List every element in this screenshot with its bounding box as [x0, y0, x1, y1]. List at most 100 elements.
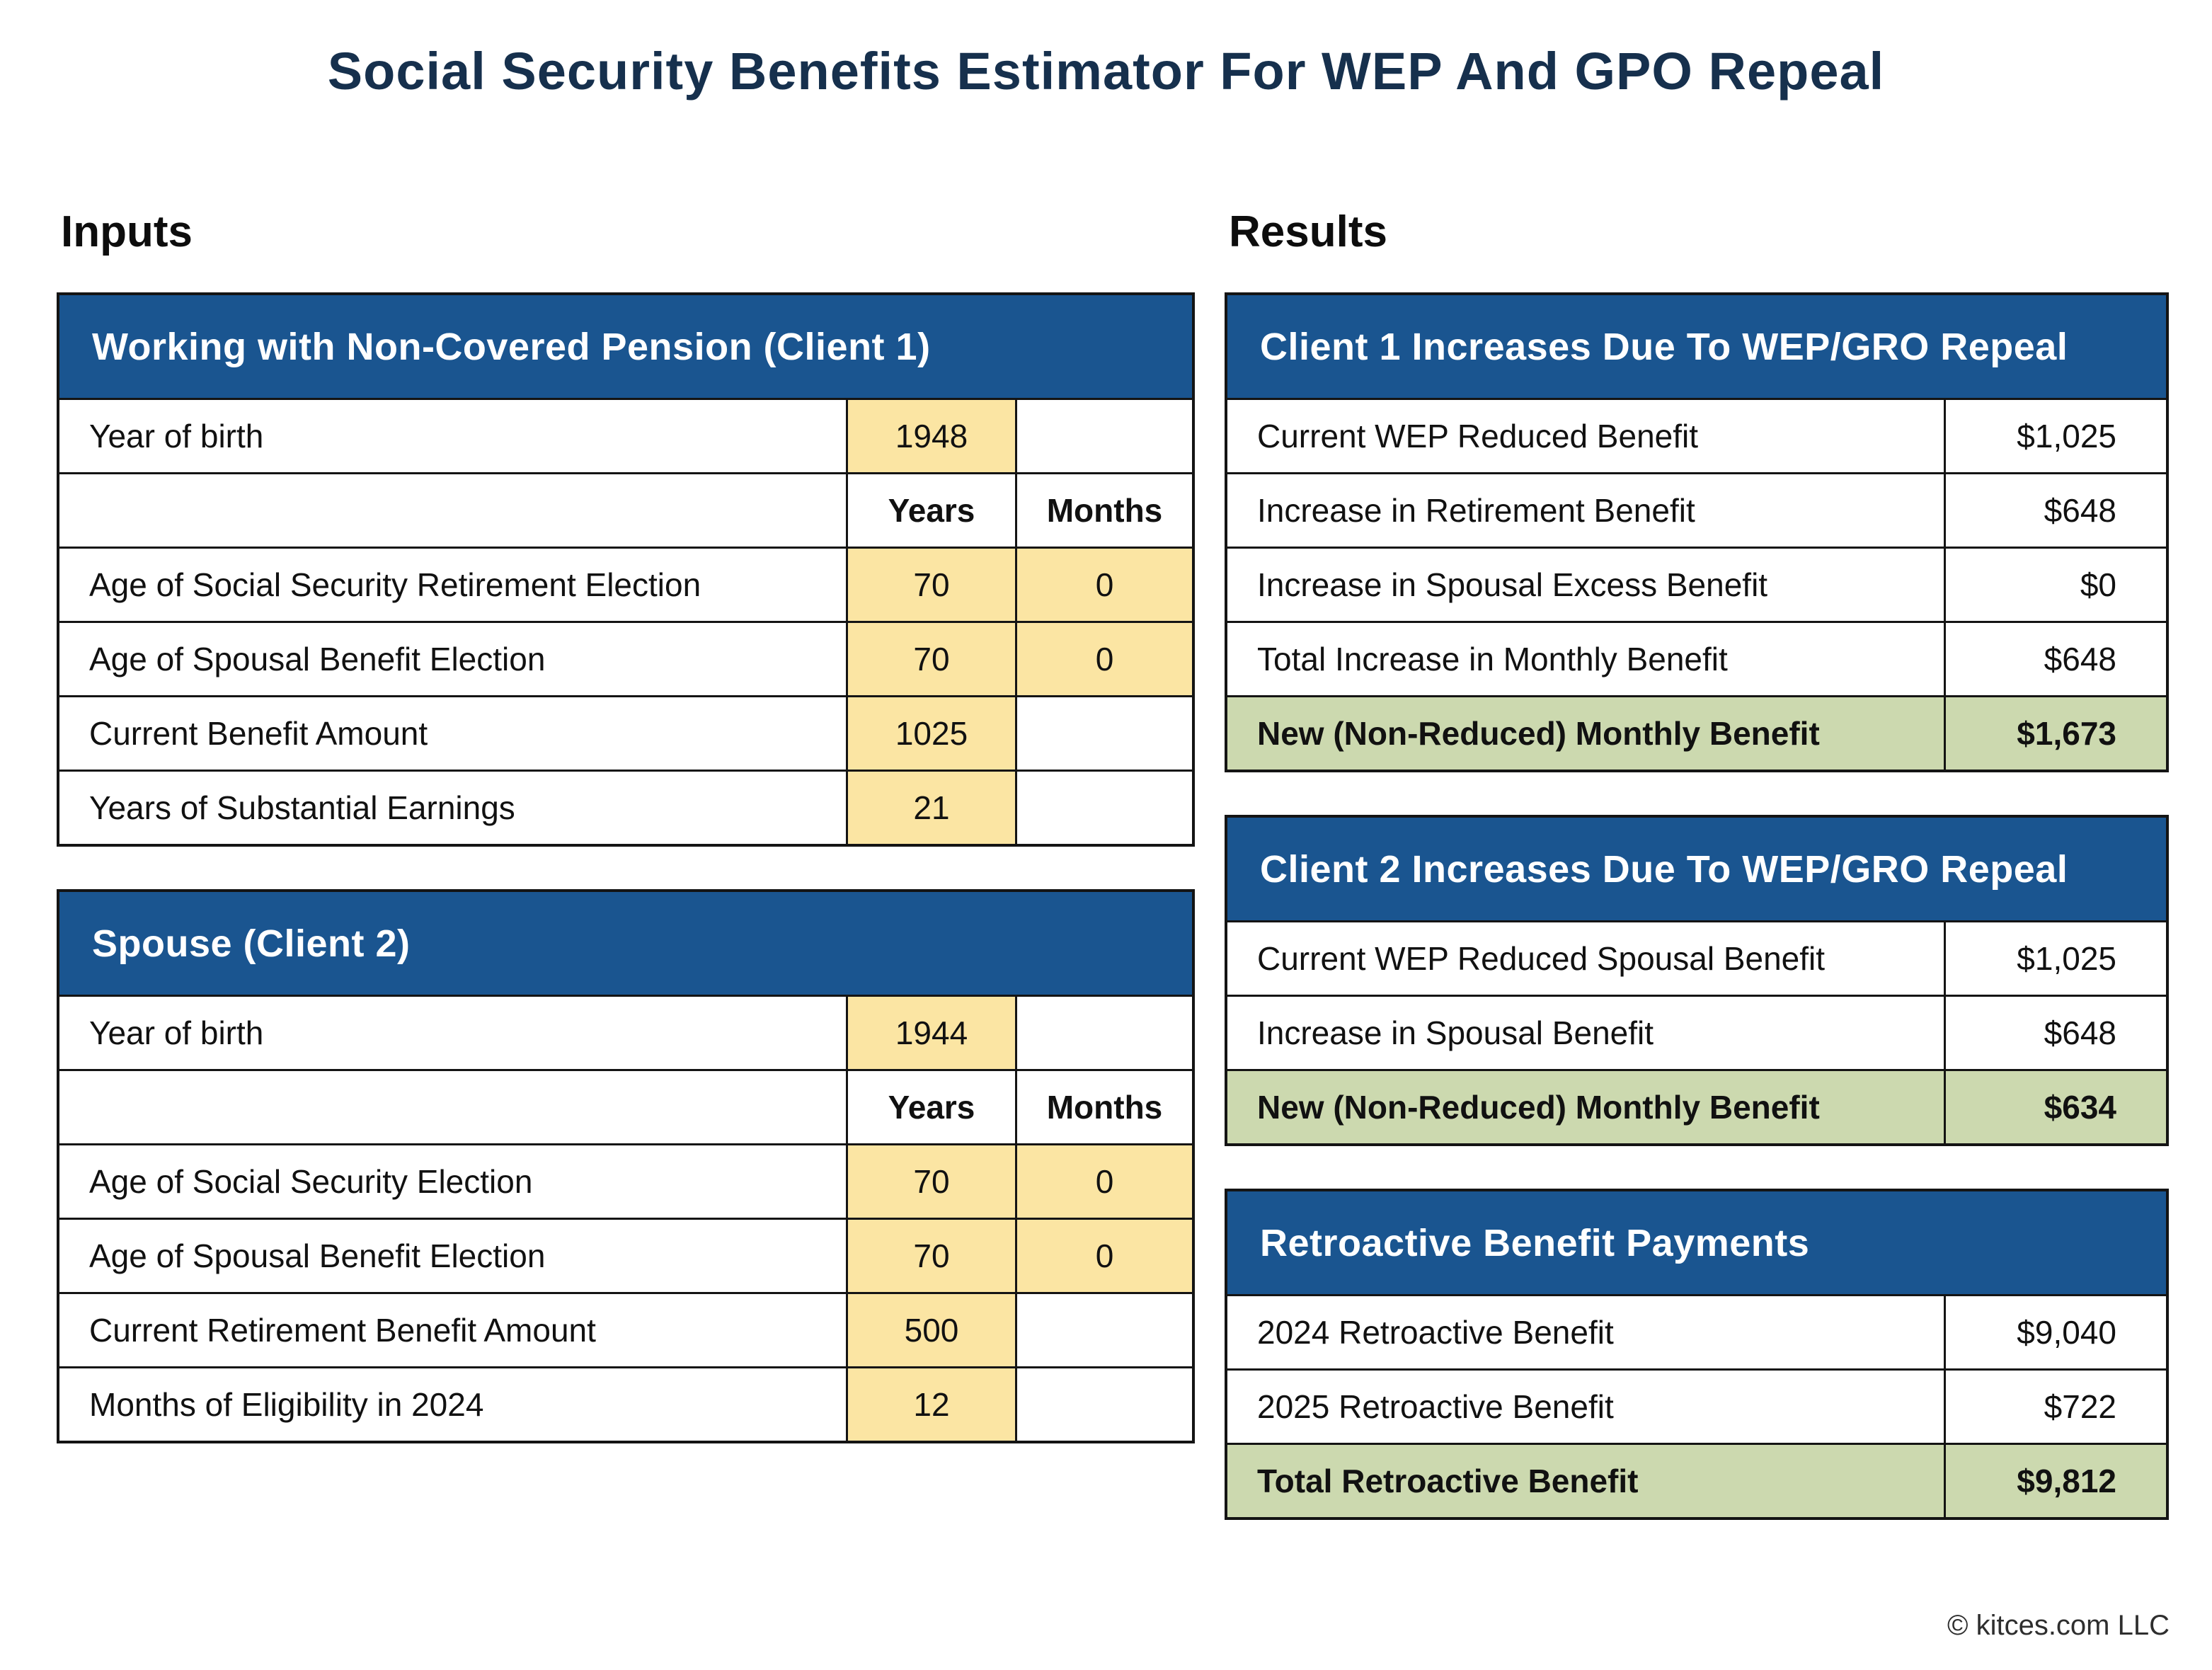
- total-row-value: $1,673: [1944, 697, 2166, 770]
- row-label: Current Retirement Benefit Amount: [89, 1312, 596, 1349]
- input-cell-months-of-eligibility-2024[interactable]: 12: [846, 1368, 1015, 1441]
- input-table-client1-header-label: Working with Non-Covered Pension (Client…: [92, 325, 931, 368]
- input-cell-spousal-benefit-election-years[interactable]: 70: [846, 623, 1015, 696]
- empty-cell: [1015, 997, 1192, 1070]
- table-row-spousal-benefit-election: Age of Spousal Benefit Election 70 0: [59, 621, 1192, 696]
- table-row-current-benefit-amount: Current Benefit Amount 1025: [59, 695, 1192, 770]
- table-row-current-retirement-benefit-amount: Current Retirement Benefit Amount 500: [59, 1292, 1192, 1367]
- results-table-retroactive-header-label: Retroactive Benefit Payments: [1260, 1221, 1810, 1264]
- row-label: Current Benefit Amount: [89, 715, 428, 753]
- row-label: Year of birth: [89, 1014, 264, 1052]
- inputs-column: Inputs Working with Non-Covered Pension …: [57, 207, 1195, 1444]
- results-table-client1-header: Client 1 Increases Due To WEP/GRO Repeal: [1227, 295, 2166, 399]
- input-cell-spouse-spousal-election-months[interactable]: 0: [1015, 1220, 1192, 1293]
- row-label: Age of Social Security Election: [89, 1163, 533, 1201]
- row-label: Age of Social Security Retirement Electi…: [89, 566, 701, 604]
- input-cell-ss-election-years[interactable]: 70: [846, 1145, 1015, 1218]
- empty-cell: [1015, 1294, 1192, 1367]
- row-label: Age of Spousal Benefit Election: [89, 641, 546, 678]
- empty-cell: [1015, 1368, 1192, 1441]
- row-label: Total Increase in Monthly Benefit: [1257, 641, 1728, 678]
- months-column-header: Months: [1015, 1071, 1192, 1144]
- years-column-header: Years: [846, 1071, 1015, 1144]
- copyright: © kitces.com LLC: [1947, 1610, 2170, 1641]
- input-cell-ss-retirement-election-years[interactable]: 70: [846, 549, 1015, 622]
- table-row-total-increase-monthly-benefit: Total Increase in Monthly Benefit $648: [1227, 621, 2166, 696]
- months-column-header: Months: [1015, 474, 1192, 547]
- empty-cell: [59, 474, 846, 547]
- input-cell-spouse-spousal-election-years[interactable]: 70: [846, 1220, 1015, 1293]
- total-row-label: Total Retroactive Benefit: [1227, 1445, 1944, 1518]
- result-value: $1,025: [1944, 922, 2166, 995]
- input-cell-spouse-year-of-birth[interactable]: 1944: [846, 997, 1015, 1070]
- table-row-ss-retirement-election: Age of Social Security Retirement Electi…: [59, 547, 1192, 622]
- result-value: $648: [1944, 474, 2166, 547]
- result-value: $648: [1944, 997, 2166, 1070]
- table-row-2025-retroactive-benefit: 2025 Retroactive Benefit $722: [1227, 1368, 2166, 1443]
- table-row-months-of-eligibility-2024: Months of Eligibility in 2024 12: [59, 1366, 1192, 1441]
- table-row-year-of-birth: Year of birth 1944: [59, 995, 1192, 1070]
- table-row-total-retroactive-benefit: Total Retroactive Benefit $9,812: [1227, 1443, 2166, 1518]
- table-row-year-of-birth: Year of birth 1948: [59, 398, 1192, 473]
- table-row-new-monthly-benefit-total: New (Non-Reduced) Monthly Benefit $1,673: [1227, 695, 2166, 770]
- table-row-current-wep-reduced-benefit: Current WEP Reduced Benefit $1,025: [1227, 398, 2166, 473]
- input-cell-year-of-birth[interactable]: 1948: [846, 400, 1015, 473]
- row-label: Increase in Retirement Benefit: [1257, 492, 1695, 530]
- input-cell-current-benefit-amount[interactable]: 1025: [846, 697, 1015, 770]
- input-table-client2: Spouse (Client 2) Year of birth 1944 Yea…: [57, 889, 1195, 1444]
- column-header-row: Years Months: [59, 472, 1192, 547]
- results-table-retroactive: Retroactive Benefit Payments 2024 Retroa…: [1225, 1189, 2169, 1521]
- row-label: Increase in Spousal Benefit: [1257, 1014, 1654, 1052]
- results-table-client2: Client 2 Increases Due To WEP/GRO Repeal…: [1225, 815, 2169, 1147]
- row-label: Current WEP Reduced Benefit: [1257, 418, 1699, 455]
- input-cell-ss-retirement-election-months[interactable]: 0: [1015, 549, 1192, 622]
- total-row-label: New (Non-Reduced) Monthly Benefit: [1227, 1071, 1944, 1144]
- results-table-client1-header-label: Client 1 Increases Due To WEP/GRO Repeal: [1260, 325, 2068, 368]
- table-row-current-wep-reduced-spousal-benefit: Current WEP Reduced Spousal Benefit $1,0…: [1227, 920, 2166, 995]
- results-table-client1: Client 1 Increases Due To WEP/GRO Repeal…: [1225, 292, 2169, 773]
- results-table-client2-header-label: Client 2 Increases Due To WEP/GRO Repeal: [1260, 847, 2068, 891]
- results-heading: Results: [1229, 207, 1387, 256]
- years-column-header: Years: [846, 474, 1015, 547]
- result-value: $9,040: [1944, 1296, 2166, 1369]
- table-row-spousal-benefit-election: Age of Spousal Benefit Election 70 0: [59, 1218, 1192, 1293]
- total-row-value: $634: [1944, 1071, 2166, 1144]
- result-value: $648: [1944, 623, 2166, 696]
- empty-cell: [1015, 697, 1192, 770]
- input-cell-ss-election-months[interactable]: 0: [1015, 1145, 1192, 1218]
- input-cell-spousal-benefit-election-months[interactable]: 0: [1015, 623, 1192, 696]
- empty-cell: [1015, 772, 1192, 845]
- results-column: Results Client 1 Increases Due To WEP/GR…: [1225, 207, 2169, 1521]
- table-row-increase-spousal-benefit: Increase in Spousal Benefit $648: [1227, 995, 2166, 1070]
- total-row-value: $9,812: [1944, 1445, 2166, 1518]
- page-title: Social Security Benefits Estimator For W…: [327, 42, 1885, 101]
- input-cell-years-substantial-earnings[interactable]: 21: [846, 772, 1015, 845]
- input-table-client2-header: Spouse (Client 2): [59, 892, 1192, 995]
- table-row-2024-retroactive-benefit: 2024 Retroactive Benefit $9,040: [1227, 1294, 2166, 1369]
- input-cell-current-retirement-benefit-amount[interactable]: 500: [846, 1294, 1015, 1367]
- empty-cell: [59, 1071, 846, 1143]
- row-label: Months of Eligibility in 2024: [89, 1386, 484, 1424]
- column-header-row: Years Months: [59, 1069, 1192, 1144]
- input-table-client2-header-label: Spouse (Client 2): [92, 922, 411, 965]
- row-label: Age of Spousal Benefit Election: [89, 1237, 546, 1275]
- result-value: $1,025: [1944, 400, 2166, 473]
- inputs-heading: Inputs: [61, 207, 193, 256]
- result-value: $0: [1944, 549, 2166, 622]
- row-label: Years of Substantial Earnings: [89, 789, 515, 827]
- input-table-client1: Working with Non-Covered Pension (Client…: [57, 292, 1195, 847]
- results-table-retroactive-header: Retroactive Benefit Payments: [1227, 1191, 2166, 1295]
- row-label: Year of birth: [89, 418, 264, 455]
- table-row-ss-election: Age of Social Security Election 70 0: [59, 1143, 1192, 1218]
- table-row-increase-spousal-excess-benefit: Increase in Spousal Excess Benefit $0: [1227, 547, 2166, 622]
- content-columns: Inputs Working with Non-Covered Pension …: [57, 207, 2169, 1521]
- row-label: Increase in Spousal Excess Benefit: [1257, 566, 1768, 604]
- row-label: Current WEP Reduced Spousal Benefit: [1257, 940, 1826, 978]
- results-table-client2-header: Client 2 Increases Due To WEP/GRO Repeal: [1227, 818, 2166, 921]
- input-table-client1-header: Working with Non-Covered Pension (Client…: [59, 295, 1192, 399]
- empty-cell: [1015, 400, 1192, 473]
- result-value: $722: [1944, 1371, 2166, 1443]
- row-label: 2024 Retroactive Benefit: [1257, 1314, 1614, 1351]
- table-row-new-monthly-benefit-total: New (Non-Reduced) Monthly Benefit $634: [1227, 1069, 2166, 1144]
